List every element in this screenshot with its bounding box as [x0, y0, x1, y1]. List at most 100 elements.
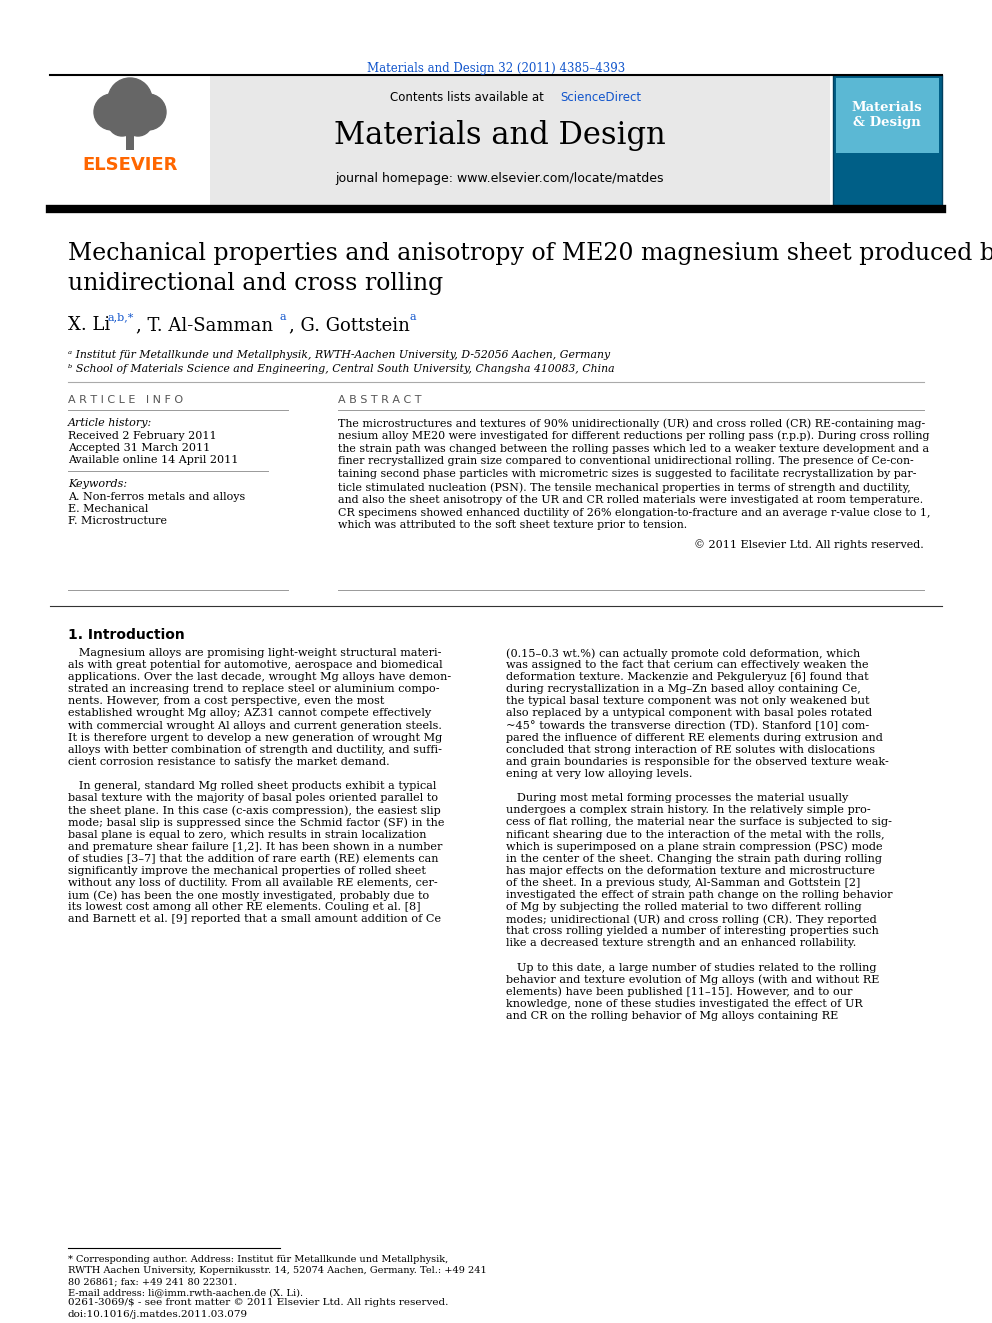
Text: 80 26861; fax: +49 241 80 22301.: 80 26861; fax: +49 241 80 22301. [68, 1277, 237, 1286]
Text: A. Non-ferros metals and alloys: A. Non-ferros metals and alloys [68, 492, 245, 501]
Text: (0.15–0.3 wt.%) can actually promote cold deformation, which: (0.15–0.3 wt.%) can actually promote col… [506, 648, 860, 659]
Text: undergoes a complex strain history. In the relatively simple pro-: undergoes a complex strain history. In t… [506, 806, 871, 815]
Text: doi:10.1016/j.matdes.2011.03.079: doi:10.1016/j.matdes.2011.03.079 [68, 1310, 248, 1319]
Text: concluded that strong interaction of RE solutes with dislocations: concluded that strong interaction of RE … [506, 745, 875, 755]
Text: established wrought Mg alloy; AZ31 cannot compete effectively: established wrought Mg alloy; AZ31 canno… [68, 709, 432, 718]
Text: A B S T R A C T: A B S T R A C T [338, 396, 422, 405]
Text: cess of flat rolling, the material near the surface is subjected to sig-: cess of flat rolling, the material near … [506, 818, 892, 827]
Circle shape [94, 94, 130, 130]
Text: deformation texture. Mackenzie and Pekguleryuz [6] found that: deformation texture. Mackenzie and Pekgu… [506, 672, 869, 683]
Text: Materials
& Design: Materials & Design [852, 101, 923, 130]
Text: A R T I C L E   I N F O: A R T I C L E I N F O [68, 396, 184, 405]
Text: applications. Over the last decade, wrought Mg alloys have demon-: applications. Over the last decade, wrou… [68, 672, 451, 683]
Text: pared the influence of different RE elements during extrusion and: pared the influence of different RE elem… [506, 733, 883, 742]
Text: alloys with better combination of strength and ductility, and suffi-: alloys with better combination of streng… [68, 745, 441, 755]
Text: Materials and Design 32 (2011) 4385–4393: Materials and Design 32 (2011) 4385–4393 [367, 62, 625, 75]
Text: in the center of the sheet. Changing the strain path during rolling: in the center of the sheet. Changing the… [506, 853, 882, 864]
Text: Available online 14 April 2011: Available online 14 April 2011 [68, 455, 238, 464]
Text: a,b,*: a,b,* [108, 312, 134, 321]
Text: ening at very low alloying levels.: ening at very low alloying levels. [506, 769, 692, 779]
Text: was assigned to the fact that cerium can effectively weaken the: was assigned to the fact that cerium can… [506, 660, 869, 671]
Text: , G. Gottstein: , G. Gottstein [289, 316, 410, 333]
Text: Keywords:: Keywords: [68, 479, 127, 490]
Text: nesium alloy ME20 were investigated for different reductions per rolling pass (r: nesium alloy ME20 were investigated for … [338, 431, 930, 442]
Text: Article history:: Article history: [68, 418, 152, 429]
Text: unidirectional and cross rolling: unidirectional and cross rolling [68, 273, 443, 295]
Circle shape [124, 108, 152, 136]
Text: Mechanical properties and anisotropy of ME20 magnesium sheet produced by: Mechanical properties and anisotropy of … [68, 242, 992, 265]
Text: basal texture with the majority of basal poles oriented parallel to: basal texture with the majority of basal… [68, 794, 438, 803]
Text: als with great potential for automotive, aerospace and biomedical: als with great potential for automotive,… [68, 660, 442, 671]
Text: It is therefore urgent to develop a new generation of wrought Mg: It is therefore urgent to develop a new … [68, 733, 442, 742]
Text: ium (Ce) has been the one mostly investigated, probably due to: ium (Ce) has been the one mostly investi… [68, 890, 430, 901]
Text: During most metal forming processes the material usually: During most metal forming processes the … [506, 794, 848, 803]
Text: ᵇ School of Materials Science and Engineering, Central South University, Changsh: ᵇ School of Materials Science and Engine… [68, 364, 615, 374]
Text: X. Li: X. Li [68, 316, 110, 333]
Text: during recrystallization in a Mg–Zn based alloy containing Ce,: during recrystallization in a Mg–Zn base… [506, 684, 861, 695]
Text: has major effects on the deformation texture and microstructure: has major effects on the deformation tex… [506, 865, 875, 876]
Text: cient corrosion resistance to satisfy the market demand.: cient corrosion resistance to satisfy th… [68, 757, 390, 767]
Text: Contents lists available at: Contents lists available at [390, 91, 548, 105]
Text: like a decreased texture strength and an enhanced rollability.: like a decreased texture strength and an… [506, 938, 856, 949]
Text: a: a [410, 312, 417, 321]
Text: In general, standard Mg rolled sheet products exhibit a typical: In general, standard Mg rolled sheet pro… [68, 781, 436, 791]
Text: investigated the effect of strain path change on the rolling behavior: investigated the effect of strain path c… [506, 890, 893, 900]
Text: a: a [280, 312, 287, 321]
Bar [833, 75, 942, 206]
Text: and grain boundaries is responsible for the observed texture weak-: and grain boundaries is responsible for … [506, 757, 889, 767]
Text: strated an increasing trend to replace steel or aluminium compo-: strated an increasing trend to replace s… [68, 684, 439, 695]
Text: ticle stimulated nucleation (PSN). The tensile mechanical properties in terms of: ticle stimulated nucleation (PSN). The t… [338, 482, 911, 492]
Text: CR specimens showed enhanced ductility of 26% elongation-to-fracture and an aver: CR specimens showed enhanced ductility o… [338, 508, 930, 517]
Text: F. Microstructure: F. Microstructure [68, 516, 167, 527]
Text: which was attributed to the soft sheet texture prior to tension.: which was attributed to the soft sheet t… [338, 520, 687, 531]
Text: 0261-3069/$ - see front matter © 2011 Elsevier Ltd. All rights reserved.: 0261-3069/$ - see front matter © 2011 El… [68, 1298, 448, 1307]
Text: the strain path was changed between the rolling passes which led to a weaker tex: the strain path was changed between the … [338, 443, 930, 454]
Text: and premature shear failure [1,2]. It has been shown in a number: and premature shear failure [1,2]. It ha… [68, 841, 442, 852]
Text: taining second phase particles with micrometric sizes is suggested to facilitate: taining second phase particles with micr… [338, 470, 917, 479]
Text: behavior and texture evolution of Mg alloys (with and without RE: behavior and texture evolution of Mg all… [506, 975, 879, 986]
Circle shape [108, 78, 152, 122]
Text: its lowest cost among all other RE elements. Couling et al. [8]: its lowest cost among all other RE eleme… [68, 902, 421, 912]
Text: © 2011 Elsevier Ltd. All rights reserved.: © 2011 Elsevier Ltd. All rights reserved… [694, 540, 924, 550]
Text: basal plane is equal to zero, which results in strain localization: basal plane is equal to zero, which resu… [68, 830, 427, 840]
Text: , T. Al-Samman: , T. Al-Samman [136, 316, 273, 333]
Bar [836, 78, 939, 153]
Text: E. Mechanical: E. Mechanical [68, 504, 149, 515]
Text: of studies [3–7] that the addition of rare earth (RE) elements can: of studies [3–7] that the addition of ra… [68, 853, 438, 864]
Text: significantly improve the mechanical properties of rolled sheet: significantly improve the mechanical pro… [68, 865, 426, 876]
Text: the typical basal texture component was not only weakened but: the typical basal texture component was … [506, 696, 870, 706]
Text: the sheet plane. In this case (c-axis compression), the easiest slip: the sheet plane. In this case (c-axis co… [68, 806, 440, 816]
Text: nents. However, from a cost perspective, even the most: nents. However, from a cost perspective,… [68, 696, 384, 706]
Text: ~45° towards the transverse direction (TD). Stanford [10] com-: ~45° towards the transverse direction (T… [506, 721, 869, 732]
Bar [50, 75, 210, 206]
Text: ELSEVIER: ELSEVIER [82, 156, 178, 175]
Text: ᵃ Institut für Metallkunde und Metallphysik, RWTH-Aachen University, D-52056 Aac: ᵃ Institut für Metallkunde und Metallphy… [68, 351, 610, 360]
Text: and also the sheet anisotropy of the UR and CR rolled materials were investigate: and also the sheet anisotropy of the UR … [338, 495, 924, 505]
Text: and Barnett et al. [9] reported that a small amount addition of Ce: and Barnett et al. [9] reported that a s… [68, 914, 441, 925]
Text: Magnesium alloys are promising light-weight structural materi-: Magnesium alloys are promising light-wei… [68, 648, 441, 658]
Text: modes; unidirectional (UR) and cross rolling (CR). They reported: modes; unidirectional (UR) and cross rol… [506, 914, 877, 925]
Circle shape [108, 108, 136, 136]
Text: The microstructures and textures of 90% unidirectionally (UR) and cross rolled (: The microstructures and textures of 90% … [338, 418, 926, 429]
Text: Accepted 31 March 2011: Accepted 31 March 2011 [68, 443, 210, 452]
Text: of the sheet. In a previous study, Al-Samman and Gottstein [2]: of the sheet. In a previous study, Al-Sa… [506, 878, 860, 888]
Text: ScienceDirect: ScienceDirect [560, 91, 641, 105]
Text: without any loss of ductility. From all available RE elements, cer-: without any loss of ductility. From all … [68, 878, 437, 888]
Text: knowledge, none of these studies investigated the effect of UR: knowledge, none of these studies investi… [506, 999, 863, 1009]
Bar [210, 75, 830, 206]
Bar [126, 130, 134, 149]
Text: mode; basal slip is suppressed since the Schmid factor (SF) in the: mode; basal slip is suppressed since the… [68, 818, 444, 828]
Text: elements) have been published [11–15]. However, and to our: elements) have been published [11–15]. H… [506, 987, 852, 998]
Circle shape [130, 94, 166, 130]
Text: also replaced by a untypical component with basal poles rotated: also replaced by a untypical component w… [506, 709, 872, 718]
Text: nificant shearing due to the interaction of the metal with the rolls,: nificant shearing due to the interaction… [506, 830, 885, 840]
Text: Materials and Design: Materials and Design [334, 120, 666, 151]
Text: Received 2 February 2011: Received 2 February 2011 [68, 431, 216, 441]
Text: finer recrystallized grain size compared to conventional unidirectional rolling.: finer recrystallized grain size compared… [338, 456, 914, 467]
Text: E-mail address: li@imm.rwth-aachen.de (X. Li).: E-mail address: li@imm.rwth-aachen.de (X… [68, 1289, 304, 1297]
Text: which is superimposed on a plane strain compression (PSC) mode: which is superimposed on a plane strain … [506, 841, 883, 852]
Text: journal homepage: www.elsevier.com/locate/matdes: journal homepage: www.elsevier.com/locat… [335, 172, 665, 185]
Text: Up to this date, a large number of studies related to the rolling: Up to this date, a large number of studi… [506, 963, 877, 972]
Text: 1. Introduction: 1. Introduction [68, 628, 185, 642]
Text: that cross rolling yielded a number of interesting properties such: that cross rolling yielded a number of i… [506, 926, 879, 937]
